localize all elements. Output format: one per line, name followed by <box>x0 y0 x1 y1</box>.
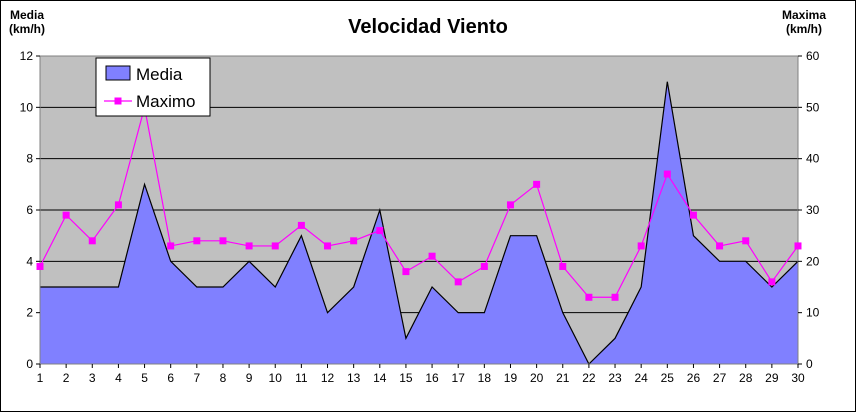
maximo-point-22 <box>585 293 593 301</box>
y-left-tick-label-6: 6 <box>26 203 33 217</box>
x-tick-label-20: 20 <box>530 371 544 385</box>
maximo-point-28 <box>742 237 750 245</box>
chart-title: Velocidad Viento <box>348 16 508 38</box>
x-tick-label-29: 29 <box>765 371 779 385</box>
maximo-point-7 <box>193 237 201 245</box>
y-right-tick-label-50: 50 <box>806 100 820 114</box>
y-left-tick-label-10: 10 <box>20 100 34 114</box>
maximo-point-23 <box>611 293 619 301</box>
maximo-point-27 <box>716 242 724 250</box>
y-right-axis-title-line2: (km/h) <box>786 22 822 36</box>
y-right-tick-label-40: 40 <box>806 152 820 166</box>
maximo-point-9 <box>245 242 253 250</box>
x-tick-label-17: 17 <box>452 371 466 385</box>
maximo-point-6 <box>167 242 175 250</box>
y-left-tick-label-4: 4 <box>26 254 33 268</box>
maximo-point-3 <box>88 237 96 245</box>
x-tick-label-9: 9 <box>246 371 253 385</box>
legend-media-label: Media <box>136 65 183 84</box>
y-right-tick-label-60: 60 <box>806 49 820 63</box>
x-tick-label-18: 18 <box>478 371 492 385</box>
x-tick-label-21: 21 <box>556 371 570 385</box>
maximo-point-8 <box>219 237 227 245</box>
x-tick-label-8: 8 <box>220 371 227 385</box>
x-tick-label-15: 15 <box>399 371 413 385</box>
legend-maximo-marker <box>114 97 122 105</box>
y-left-axis-title-line1: Media <box>9 8 44 22</box>
x-tick-label-1: 1 <box>37 371 44 385</box>
y-left-tick-label-2: 2 <box>26 306 33 320</box>
y-right-tick-label-30: 30 <box>806 203 820 217</box>
maximo-point-4 <box>114 201 122 209</box>
maximo-point-19 <box>506 201 514 209</box>
x-tick-label-14: 14 <box>373 371 387 385</box>
y-right-tick-label-20: 20 <box>806 254 820 268</box>
maximo-point-15 <box>402 268 410 276</box>
x-tick-label-5: 5 <box>141 371 148 385</box>
y-left-axis-title: Media (km/h) <box>8 8 46 36</box>
maximo-point-14 <box>376 227 384 235</box>
y-left-tick-label-8: 8 <box>26 152 33 166</box>
maximo-point-18 <box>480 262 488 270</box>
series-media-area <box>40 81 798 365</box>
maximo-point-26 <box>689 211 697 219</box>
x-tick-label-23: 23 <box>608 371 622 385</box>
maximo-point-2 <box>62 211 70 219</box>
x-tick-label-3: 3 <box>89 371 96 385</box>
y-left-tick-label-0: 0 <box>26 357 33 371</box>
maximo-point-20 <box>533 180 541 188</box>
x-tick-label-7: 7 <box>193 371 200 385</box>
y-right-axis-title: Maxima (km/h) <box>776 8 832 36</box>
series-maximo-line <box>39 107 799 298</box>
maximo-point-12 <box>324 242 332 250</box>
x-tick-label-4: 4 <box>115 371 122 385</box>
y-left-axis-title-line2: (km/h) <box>9 22 45 36</box>
x-tick-label-16: 16 <box>425 371 439 385</box>
maximo-point-21 <box>559 262 567 270</box>
y-right-tick-label-10: 10 <box>806 306 820 320</box>
x-tick-label-30: 30 <box>791 371 805 385</box>
x-tick-label-22: 22 <box>582 371 596 385</box>
x-tick-label-6: 6 <box>167 371 174 385</box>
maximo-point-10 <box>271 242 279 250</box>
y-right-tick-label-0: 0 <box>806 357 813 371</box>
x-tick-label-27: 27 <box>713 371 727 385</box>
y-right-axis-title-line1: Maxima <box>781 8 827 22</box>
maximo-point-1 <box>36 262 44 270</box>
legend-maximo-label: Maximo <box>136 92 196 111</box>
x-tick-label-2: 2 <box>63 371 70 385</box>
x-tick-label-25: 25 <box>661 371 675 385</box>
x-tick-label-19: 19 <box>504 371 518 385</box>
series-media-outline <box>40 81 799 366</box>
x-tick-label-12: 12 <box>321 371 335 385</box>
maximo-point-24 <box>637 242 645 250</box>
x-tick-label-28: 28 <box>739 371 753 385</box>
x-tick-label-11: 11 <box>295 371 308 385</box>
x-tick-label-13: 13 <box>347 371 361 385</box>
maximo-point-29 <box>768 278 776 286</box>
legend-media-swatch <box>105 65 131 81</box>
x-tick-label-26: 26 <box>687 371 701 385</box>
y-left-tick-label-12: 12 <box>20 49 34 63</box>
x-tick-label-24: 24 <box>634 371 648 385</box>
maximo-point-13 <box>350 237 358 245</box>
maximo-point-25 <box>663 170 671 178</box>
maximo-point-30 <box>794 242 802 250</box>
maximo-point-16 <box>428 252 436 260</box>
x-tick-label-10: 10 <box>269 371 283 385</box>
maximo-point-17 <box>454 278 462 286</box>
maximo-point-11 <box>297 221 305 229</box>
